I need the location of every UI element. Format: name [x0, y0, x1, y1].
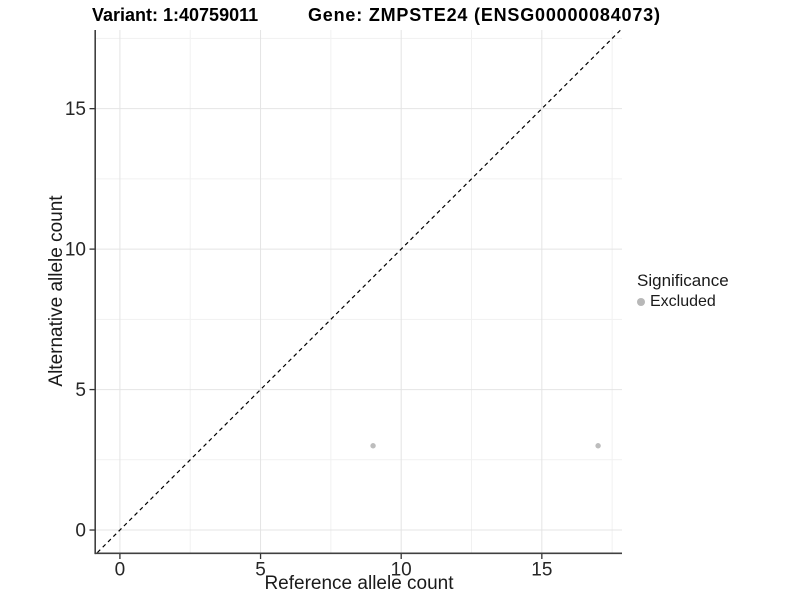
y-tick-label: 5: [75, 380, 86, 401]
legend-title: Significance: [637, 271, 729, 290]
y-tick-label: 15: [65, 99, 86, 120]
x-axis-label: Reference allele count: [264, 573, 454, 594]
x-tick-label: 5: [255, 560, 266, 581]
legend: Significance Excluded: [637, 271, 729, 311]
x-tick-label: 10: [391, 560, 412, 581]
legend-item-excluded: Excluded: [637, 293, 729, 311]
gene-title: Gene: ZMPSTE24 (ENSG00000084073): [308, 5, 661, 25]
x-tick-label: 15: [531, 560, 552, 581]
data-point: [595, 443, 601, 449]
identity-reference-line: [96, 29, 622, 553]
y-tick-label: 0: [75, 521, 86, 542]
legend-item-label: Excluded: [650, 293, 716, 310]
excluded-dot-icon: [637, 298, 645, 306]
data-point: [370, 443, 376, 449]
x-tick-label: 0: [115, 560, 126, 581]
variant-title: Variant: 1:40759011: [92, 5, 259, 25]
y-tick-label: 10: [65, 240, 86, 261]
